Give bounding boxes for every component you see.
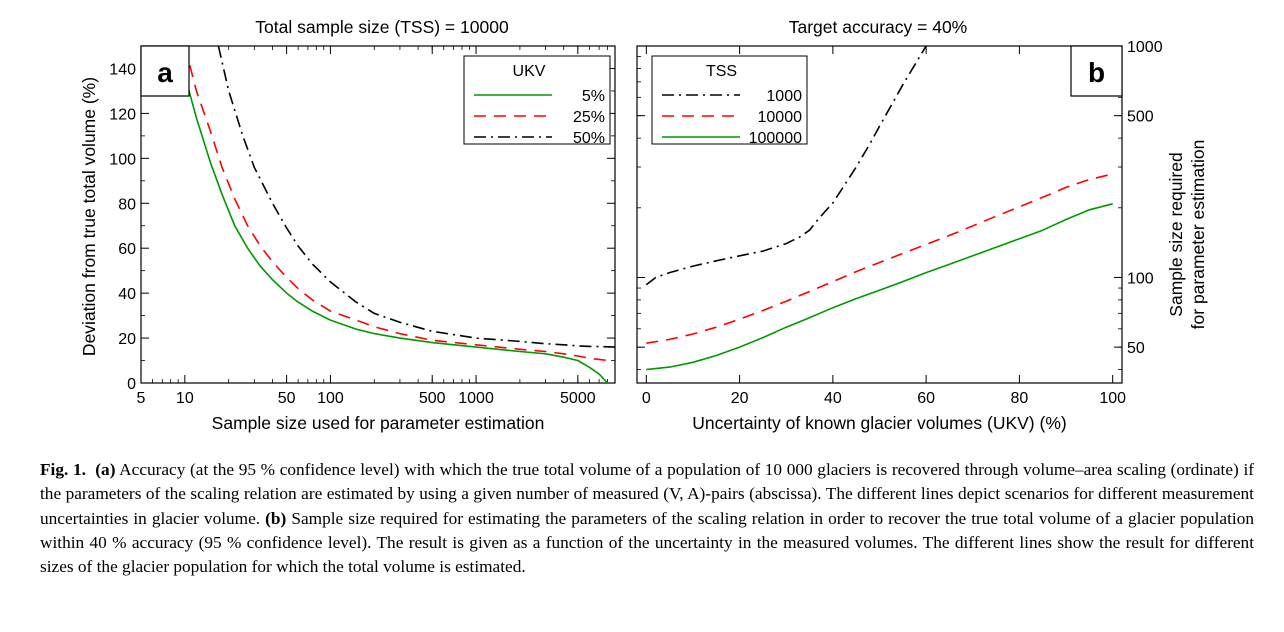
x-tick-label: 5 bbox=[137, 390, 146, 407]
y-axis-label: Sample size required bbox=[1166, 152, 1186, 316]
legend-label: 1000 bbox=[766, 88, 802, 105]
chart-title: Target accuracy = 40% bbox=[789, 17, 968, 37]
legend-label: 10000 bbox=[758, 109, 803, 126]
x-tick-label: 60 bbox=[917, 390, 935, 407]
legend-label: 50% bbox=[573, 130, 605, 147]
x-tick-label: 10 bbox=[176, 390, 194, 407]
caption-part-a-label: (a) bbox=[95, 460, 116, 479]
panel-b-chart: Target accuracy = 40% 0 20 40 60 80 100 50 100 50… bbox=[636, 17, 1208, 433]
legend-title: UKV bbox=[513, 63, 546, 80]
y-tick-label: 100 bbox=[109, 151, 136, 168]
y-axis-label: for parameter estimation bbox=[1188, 140, 1208, 330]
legend: TSS 1000 10000 100000 bbox=[651, 55, 808, 147]
series-group bbox=[184, 46, 615, 383]
x-tick-label: 0 bbox=[642, 390, 651, 407]
panel-a-chart: Total sample size (TSS) = 10000 5 10 50 100 5… bbox=[79, 17, 616, 433]
caption-part-a-text: Accuracy (at the 95 % confidence level) … bbox=[40, 460, 1254, 528]
y-tick-label: 20 bbox=[118, 331, 136, 348]
y-tick-label: 80 bbox=[118, 196, 136, 213]
x-tick-label: 40 bbox=[824, 390, 842, 407]
y-tick-label: 100 bbox=[1127, 270, 1154, 287]
legend-box bbox=[463, 55, 611, 145]
panel-label: b bbox=[1088, 57, 1105, 88]
x-tick-label: 5000 bbox=[560, 390, 596, 407]
y-tick-label: 1000 bbox=[1127, 39, 1163, 56]
panel-label: a bbox=[157, 57, 173, 88]
x-tick-label: 500 bbox=[419, 390, 446, 407]
series-line-50pct bbox=[217, 46, 615, 348]
y-axis-label: Deviation from true total volume (%) bbox=[79, 77, 99, 356]
x-tick-label: 50 bbox=[278, 390, 296, 407]
legend-label: 100000 bbox=[749, 130, 802, 147]
panel-label-box bbox=[140, 45, 190, 97]
series-line-5pct bbox=[184, 74, 609, 383]
x-axis-label: Sample size used for parameter estimatio… bbox=[212, 413, 545, 433]
x-tick-label: 20 bbox=[731, 390, 749, 407]
series-line-10000 bbox=[646, 173, 1113, 344]
figure-canvas: Total sample size (TSS) = 10000 5 10 50 100 5… bbox=[79, 17, 1208, 433]
y-tick-label: 60 bbox=[118, 241, 136, 258]
y-tick-label: 500 bbox=[1127, 109, 1154, 126]
plot-frame bbox=[140, 45, 616, 384]
x-tick-label: 80 bbox=[1011, 390, 1029, 407]
legend-title: TSS bbox=[706, 63, 737, 80]
plot-frame bbox=[636, 45, 1123, 384]
legend: UKV 5% 25% 50% bbox=[463, 55, 611, 147]
x-tick-label: 100 bbox=[1099, 390, 1126, 407]
x-tick-label: 100 bbox=[317, 390, 344, 407]
panel-label-box bbox=[1070, 45, 1123, 97]
figure-caption: Fig. 1. (a) Accuracy (at the 95 % confid… bbox=[40, 458, 1254, 579]
y-tick-label: 0 bbox=[127, 376, 136, 393]
y-tick-label: 120 bbox=[109, 106, 136, 123]
series-line-1000 bbox=[645, 46, 927, 286]
y-tick-label: 50 bbox=[1127, 340, 1145, 357]
x-axis-label: Uncertainty of known glacier volumes (UK… bbox=[692, 413, 1066, 433]
series-line-100000 bbox=[646, 203, 1113, 371]
legend-box bbox=[651, 55, 808, 145]
chart-title: Total sample size (TSS) = 10000 bbox=[255, 17, 509, 37]
caption-part-b-label: (b) bbox=[265, 508, 287, 528]
legend-label: 5% bbox=[582, 88, 605, 105]
y-tick-label: 140 bbox=[109, 61, 136, 78]
legend-label: 25% bbox=[573, 109, 605, 126]
caption-fig-label: Fig. 1. bbox=[40, 460, 86, 479]
x-tick-label: 1000 bbox=[458, 390, 494, 407]
caption-part-b-text: Sample size required for estimating the … bbox=[40, 508, 1254, 577]
series-group bbox=[645, 46, 1113, 371]
y-tick-label: 40 bbox=[118, 286, 136, 303]
series-line-25pct bbox=[184, 46, 608, 362]
